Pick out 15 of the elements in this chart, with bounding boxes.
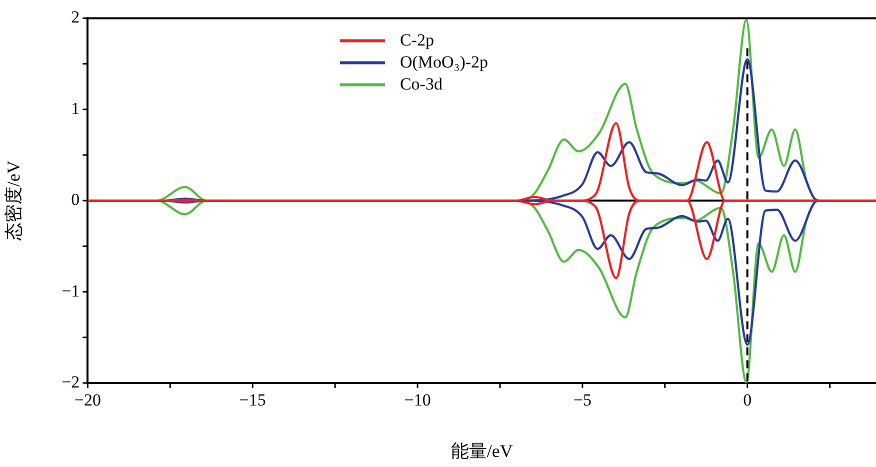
y-tick-label: 1 <box>71 98 80 118</box>
legend-label: O(MoO₃)-2p <box>400 52 488 72</box>
x-tick-label: 0 <box>743 390 752 410</box>
y-tick-label: 2 <box>71 8 80 27</box>
y-axis-title: 态密度/eV <box>4 160 24 242</box>
x-axis-title: 能量/eV <box>450 440 513 461</box>
y-tick-label: −1 <box>62 281 80 300</box>
y-tick-label: −2 <box>62 372 80 392</box>
x-tick-label: −5 <box>573 390 592 410</box>
x-tick-label: −10 <box>404 390 431 410</box>
legend-label: Co-3d <box>400 74 443 94</box>
x-tick-label: −15 <box>239 390 266 410</box>
x-tick-label: −20 <box>74 390 101 410</box>
y-tick-label: 0 <box>71 190 80 210</box>
legend-label: C-2p <box>400 30 434 50</box>
